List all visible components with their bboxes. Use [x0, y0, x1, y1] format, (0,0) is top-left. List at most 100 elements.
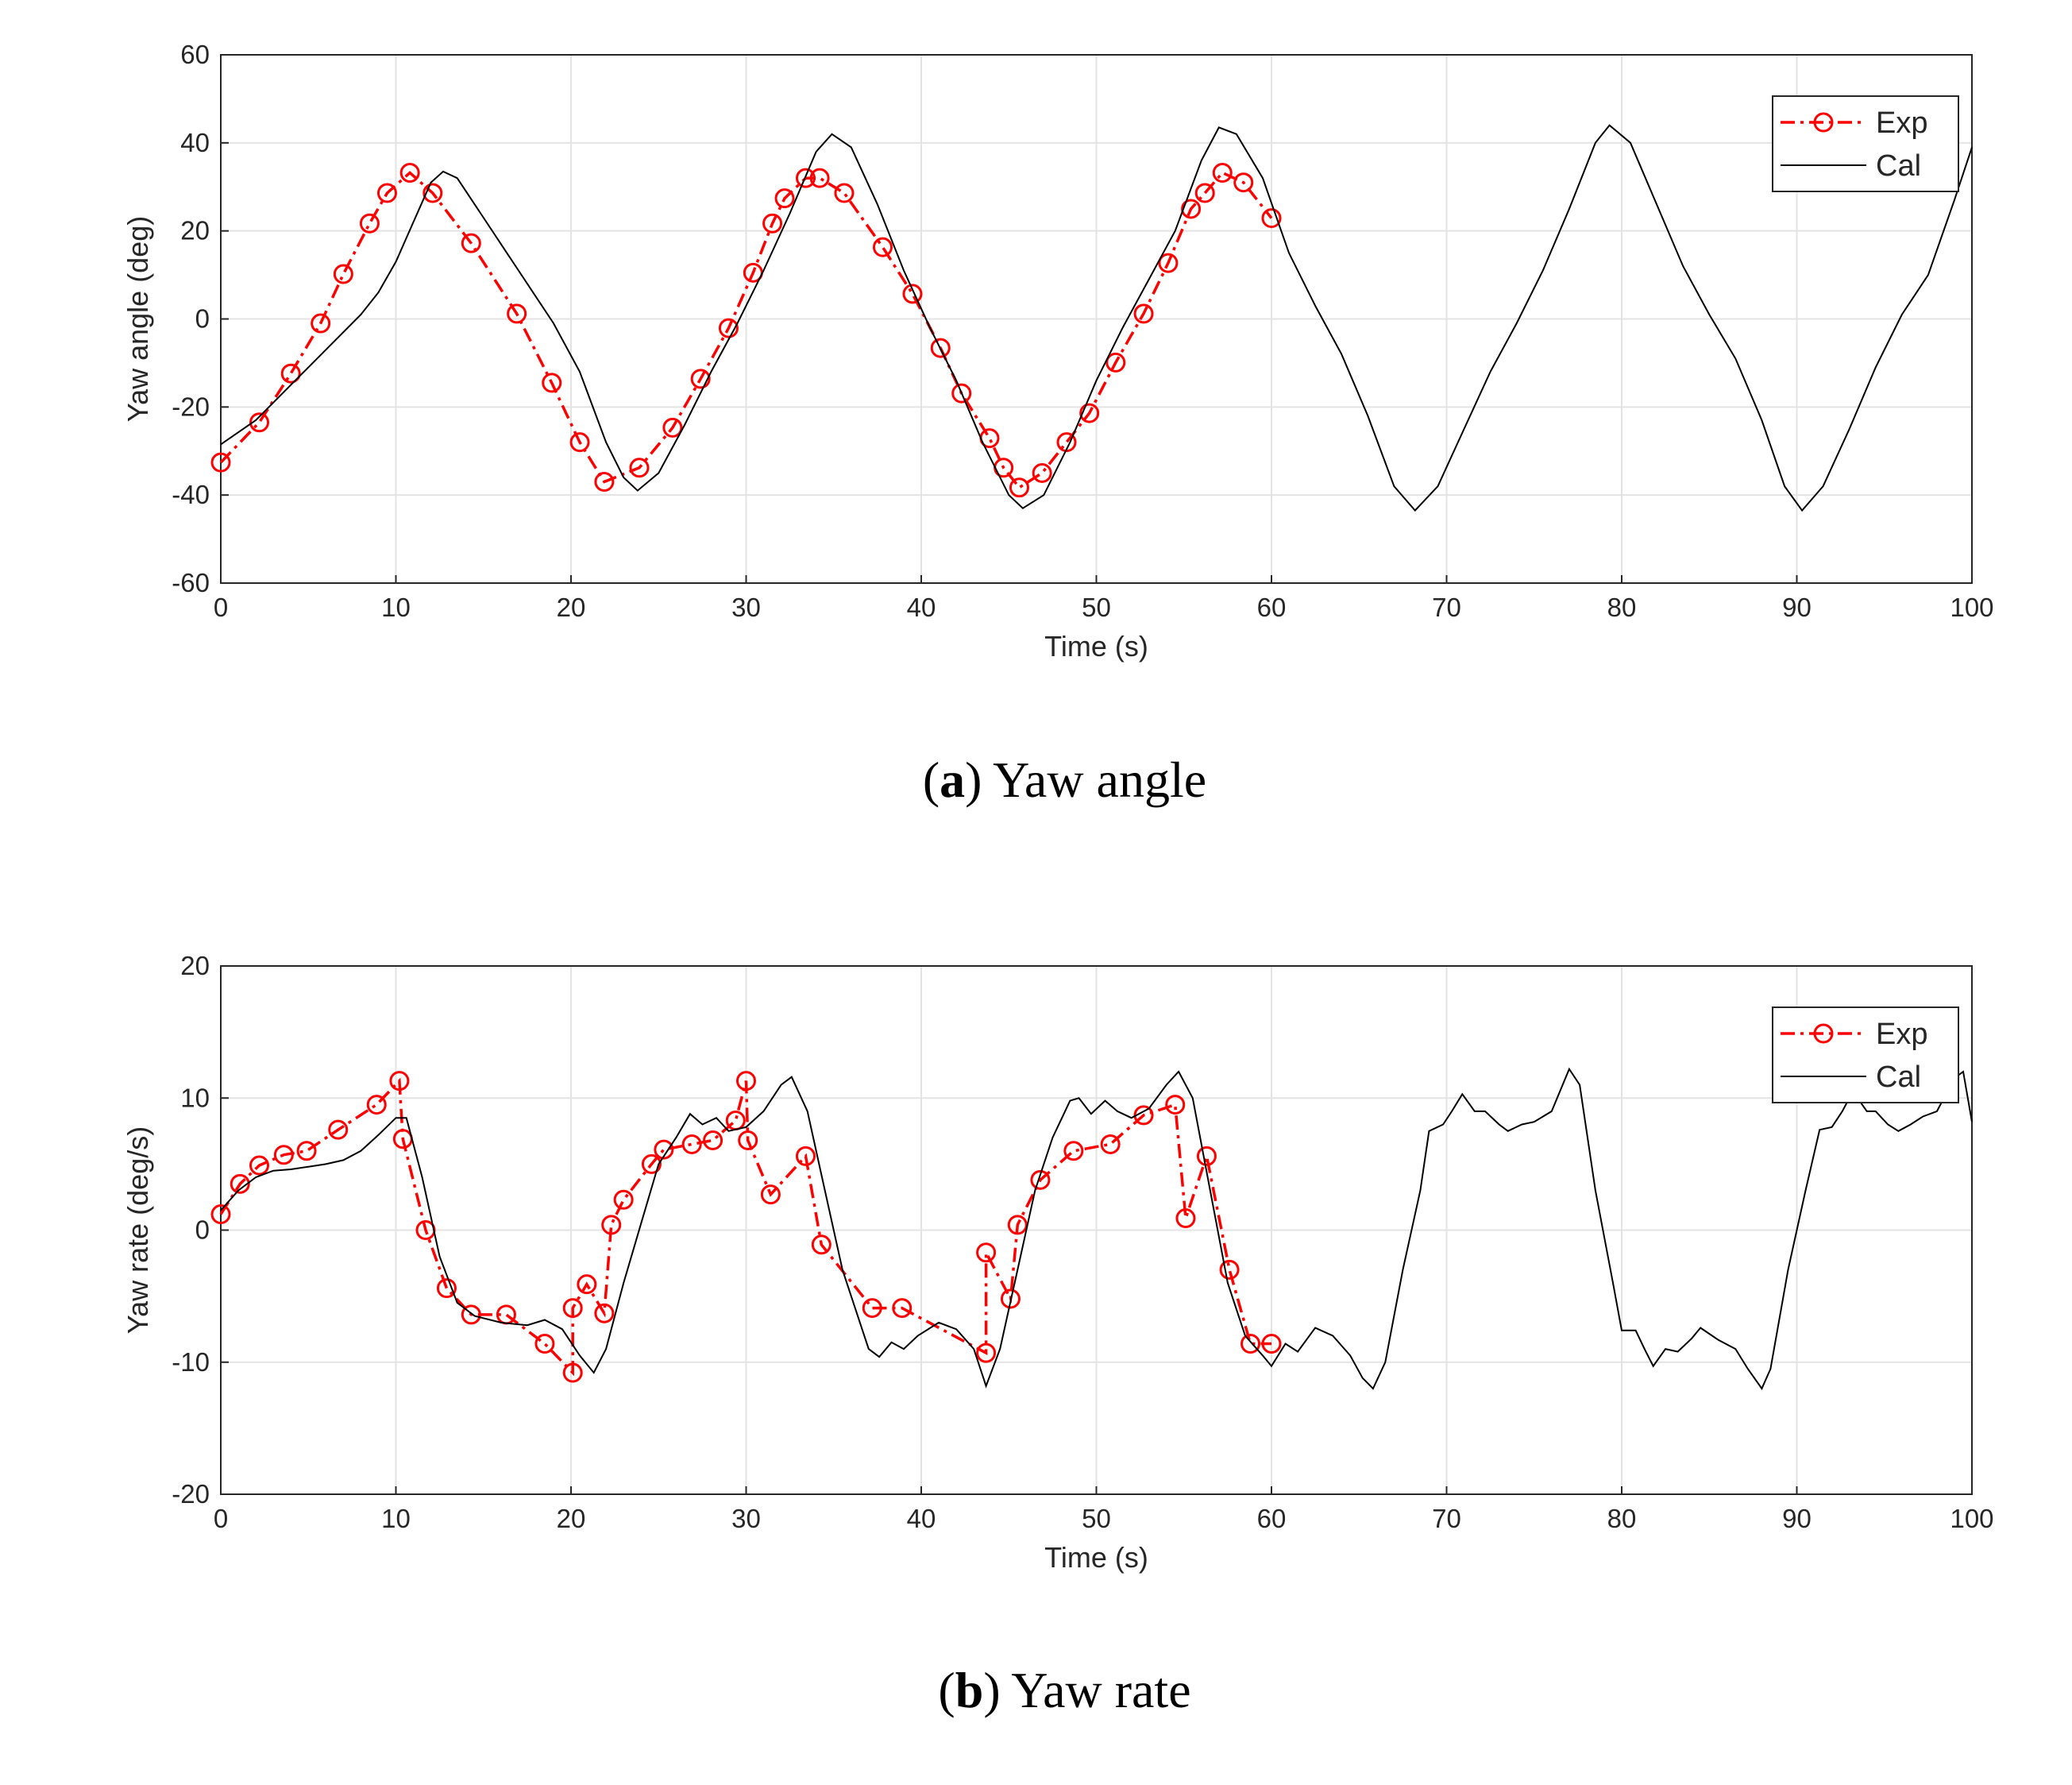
- y-axis-label: Yaw rate (deg/s): [122, 1126, 154, 1334]
- x-axis-label: Time (s): [1044, 1541, 1148, 1574]
- data-point: [461, 1304, 481, 1325]
- y-tick-label: -10: [172, 1347, 210, 1377]
- x-tick-label: 60: [1257, 1504, 1287, 1533]
- data-point: [1100, 1134, 1121, 1154]
- data-point: [249, 1155, 270, 1176]
- data-point: [210, 1204, 231, 1225]
- data-point: [762, 213, 783, 234]
- chart: 0 10 20 30 40 50 60 70 80 90 100 -20 -10 0 10 20 Time (s…: [122, 951, 1994, 1718]
- legend-marker: [1813, 112, 1834, 133]
- y-tick-label: 0: [195, 1215, 210, 1245]
- data-point: [436, 1278, 457, 1299]
- data-point: [795, 1146, 816, 1166]
- data-point: [613, 1189, 634, 1210]
- data-point: [359, 213, 380, 234]
- data-point: [577, 1274, 597, 1295]
- series-line: [220, 1067, 1973, 1391]
- data-point: [1240, 1333, 1261, 1354]
- data-point: [1233, 172, 1254, 193]
- x-tick-label: 10: [381, 593, 411, 622]
- x-tick-label: 40: [907, 1504, 936, 1533]
- data-point: [774, 188, 795, 209]
- caption-part: ) Yaw rate: [983, 1662, 1190, 1718]
- x-tick-label: 50: [1082, 1504, 1111, 1533]
- axes-box: [220, 54, 1973, 584]
- data-point: [1194, 183, 1215, 203]
- data-point: [1105, 352, 1126, 373]
- data-point: [1212, 163, 1233, 184]
- data-point: [1063, 1141, 1084, 1161]
- data-point: [389, 1071, 410, 1091]
- data-point: [736, 1071, 756, 1091]
- data-point: [399, 163, 420, 184]
- data-point: [1009, 477, 1029, 498]
- data-point: [1000, 1289, 1021, 1309]
- data-point: [328, 1119, 349, 1140]
- data-point: [892, 1298, 913, 1319]
- legend-label: Cal: [1876, 149, 1921, 183]
- x-tick-label: 30: [731, 1504, 761, 1533]
- data-point: [1181, 199, 1202, 219]
- data-point: [1165, 1095, 1186, 1115]
- x-tick-label: 10: [381, 1504, 411, 1533]
- data-point: [811, 1234, 832, 1255]
- data-point: [1032, 462, 1052, 483]
- y-tick-label: -20: [172, 392, 210, 421]
- y-axis-label: Yaw angle (deg): [122, 216, 154, 423]
- series-line: [219, 171, 1273, 490]
- data-point: [1007, 1215, 1028, 1235]
- x-tick-label: 20: [557, 1504, 586, 1533]
- data-point: [809, 168, 830, 188]
- x-tick-label: 90: [1782, 593, 1812, 622]
- data-point: [601, 1215, 622, 1235]
- data-point: [1158, 253, 1179, 273]
- data-point: [862, 1298, 882, 1319]
- x-tick-label: 100: [1950, 593, 1993, 622]
- data-point: [662, 417, 683, 438]
- data-point: [333, 264, 353, 284]
- x-axis-label: Time (s): [1044, 630, 1148, 663]
- y-tick-label: -40: [172, 480, 210, 509]
- y-tick-label: 20: [180, 951, 210, 980]
- x-tick-label: 70: [1432, 1504, 1461, 1533]
- x-tick-label: 50: [1082, 593, 1111, 622]
- data-point: [951, 383, 972, 404]
- data-point: [376, 183, 397, 203]
- data-point: [594, 1303, 615, 1323]
- legend-label: Cal: [1876, 1061, 1921, 1094]
- data-point: [681, 1134, 702, 1154]
- data-point: [703, 1130, 723, 1150]
- data-point: [1079, 403, 1100, 423]
- x-tick-label: 80: [1607, 593, 1637, 622]
- legend-marker: [1813, 1023, 1834, 1044]
- data-point: [280, 363, 301, 384]
- x-tick-label: 20: [557, 593, 586, 622]
- data-point: [834, 183, 855, 203]
- y-tick-label: 40: [180, 128, 210, 157]
- data-point: [562, 1362, 583, 1383]
- data-point: [569, 432, 590, 453]
- y-tick-label: 10: [180, 1083, 210, 1112]
- data-point: [795, 168, 816, 188]
- data-point: [273, 1145, 294, 1165]
- x-tick-label: 0: [214, 593, 228, 622]
- data-point: [1261, 1333, 1282, 1354]
- data-point: [1196, 1146, 1217, 1166]
- x-tick-label: 60: [1257, 593, 1287, 622]
- data-point: [210, 452, 231, 473]
- data-point: [629, 458, 650, 478]
- data-point: [542, 373, 562, 393]
- caption: (a) Yaw angle: [923, 751, 1206, 808]
- data-point: [872, 237, 893, 257]
- data-point: [461, 233, 481, 253]
- data-point: [507, 303, 527, 324]
- data-point: [738, 1130, 758, 1150]
- x-tick-label: 80: [1607, 1504, 1637, 1533]
- y-tick-label: 60: [180, 40, 210, 69]
- series-line: [219, 1077, 1271, 1377]
- data-point: [718, 318, 739, 338]
- x-tick-label: 100: [1950, 1504, 1993, 1533]
- y-tick-label: 0: [195, 304, 210, 334]
- data-point: [594, 472, 615, 493]
